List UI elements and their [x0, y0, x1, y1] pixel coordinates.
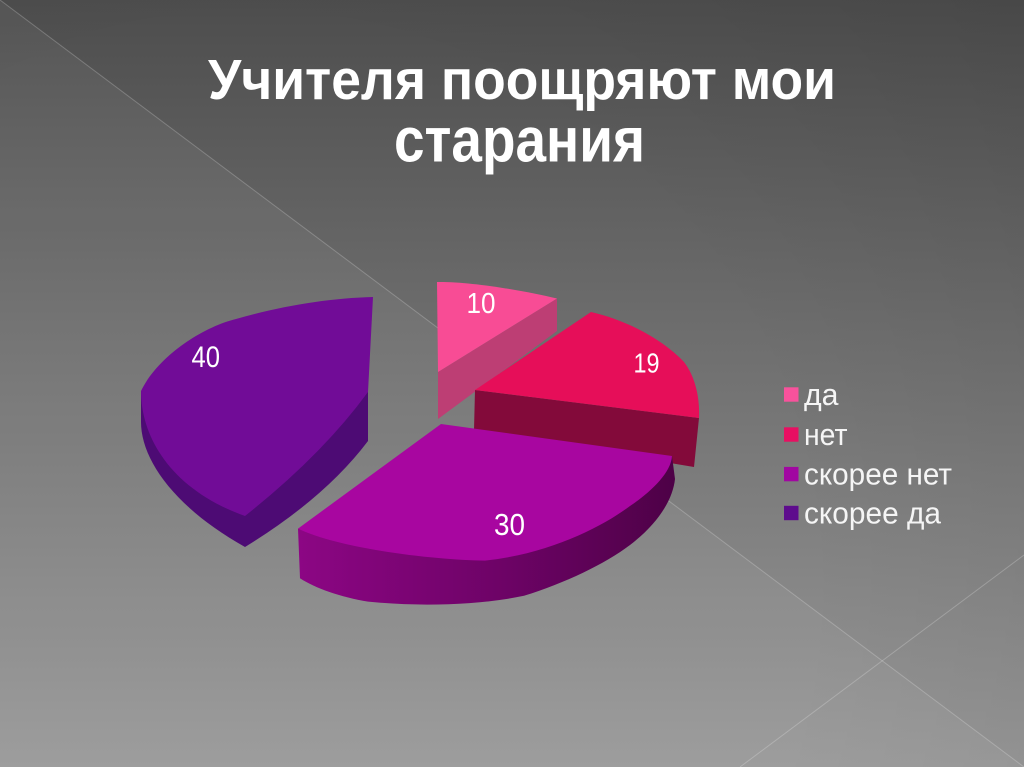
svg-text:скорее да: скорее да	[804, 496, 942, 531]
svg-text:Учителя поощряют мои: Учителя поощряют мои	[208, 48, 836, 111]
svg-text:30: 30	[494, 507, 525, 542]
svg-text:10: 10	[467, 288, 496, 320]
svg-text:да: да	[804, 377, 839, 412]
svg-text:40: 40	[192, 341, 221, 374]
svg-text:нет: нет	[804, 417, 848, 452]
svg-text:19: 19	[634, 348, 660, 379]
svg-text:старания: старания	[394, 106, 645, 176]
svg-text:скорее нет: скорее нет	[804, 457, 952, 492]
